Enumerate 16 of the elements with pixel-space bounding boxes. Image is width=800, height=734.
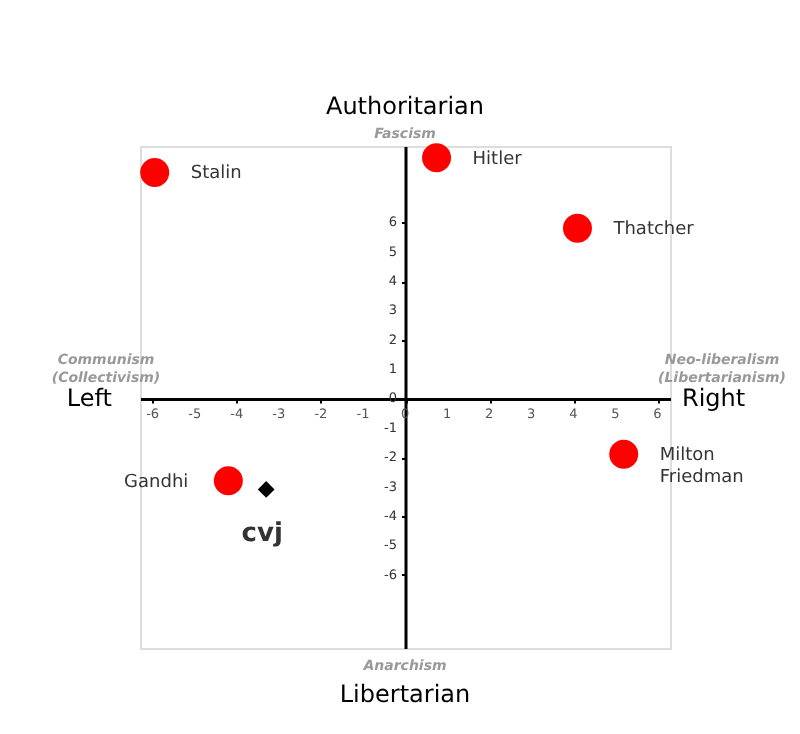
point: [140, 157, 170, 187]
series-label: Gandhi: [124, 472, 189, 493]
series-label: Milton Friedman: [659, 446, 744, 489]
point: [609, 439, 639, 469]
point: [422, 143, 452, 173]
text: Authoritarian: [325, 92, 485, 120]
text: Right: [682, 384, 746, 413]
text: Libertarian: [339, 680, 471, 708]
series-label: cvj: [241, 519, 283, 550]
series-label: Hitler: [472, 149, 523, 170]
series-label: Stalin: [190, 164, 242, 185]
point: [213, 466, 243, 496]
point: [562, 213, 592, 243]
series-label: Thatcher: [611, 220, 695, 241]
point: [257, 481, 275, 498]
text: Left: [66, 384, 113, 413]
